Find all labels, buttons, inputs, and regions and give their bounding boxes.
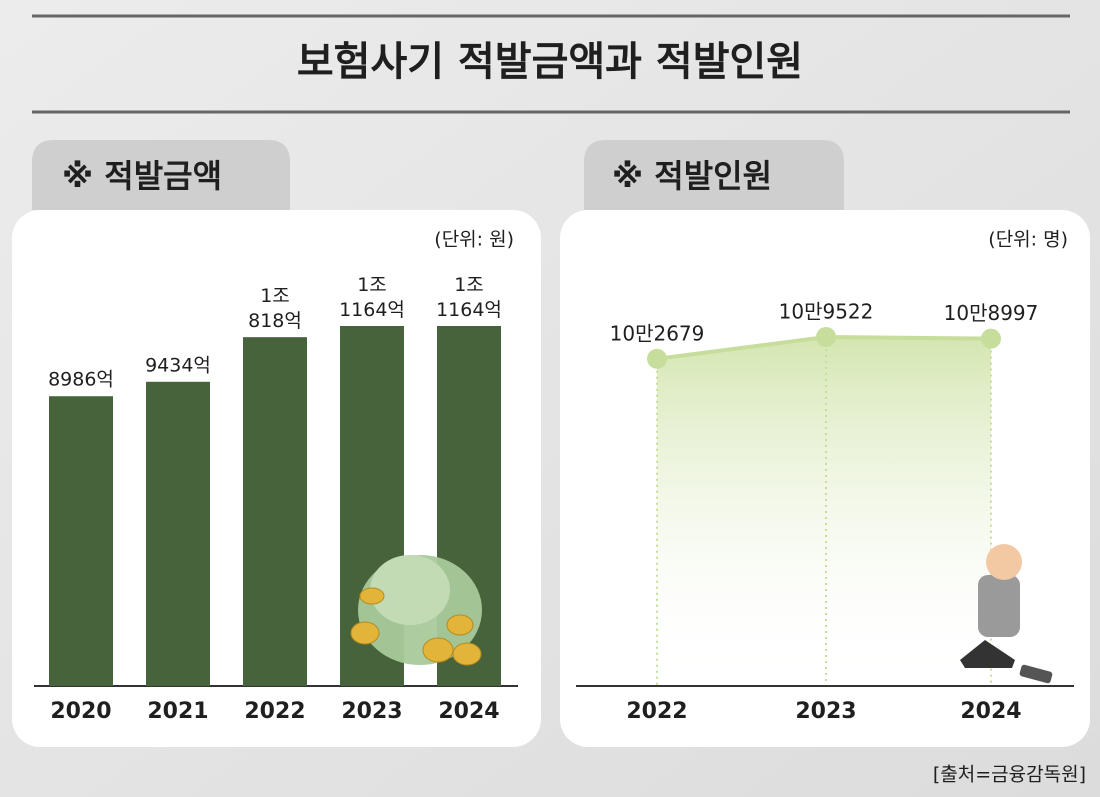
x-tick-label: 2022 xyxy=(244,699,305,724)
value-label: 10만9522 xyxy=(779,300,874,324)
unit-note: (단위: 명) xyxy=(988,229,1068,251)
bar xyxy=(146,381,210,686)
value-label: 10만8997 xyxy=(944,301,1039,325)
point xyxy=(981,328,1001,349)
point xyxy=(647,348,667,369)
person-illustration xyxy=(960,544,1053,684)
value-label: 9434억 xyxy=(145,354,211,376)
source: [출처=금융감독원] xyxy=(933,764,1086,786)
section-title: ※ 적발인원 xyxy=(612,157,772,195)
value-label: 10만2679 xyxy=(610,321,705,345)
bar xyxy=(49,396,113,686)
x-tick-label: 2023 xyxy=(341,699,402,724)
tab xyxy=(32,140,290,210)
section-title: ※ 적발금액 xyxy=(62,157,222,195)
x-tick-label: 2024 xyxy=(960,699,1021,724)
x-tick-label: 2022 xyxy=(626,699,687,724)
money-illustration xyxy=(350,555,482,666)
point xyxy=(816,327,836,347)
value-label: 1조 1164억 xyxy=(436,274,502,321)
charts: 8986억 2020 9434억 2021 1조 818억 2022 1조 1164억 2023 1… xyxy=(34,274,1074,724)
page-title: 보험사기 적발금액과 적발인원 xyxy=(297,39,803,85)
x-tick-label: 2021 xyxy=(147,699,208,724)
area xyxy=(657,337,991,686)
bar xyxy=(243,337,307,686)
x-tick-label: 2024 xyxy=(438,699,499,724)
tab xyxy=(584,140,844,210)
x-tick-label: 2020 xyxy=(50,699,111,724)
value-label: 1조 818억 xyxy=(248,285,302,332)
unit-note: (단위: 원) xyxy=(434,229,514,251)
value-label: 8986억 xyxy=(48,369,114,391)
value-label: 1조 1164억 xyxy=(339,274,405,321)
x-tick-label: 2023 xyxy=(795,699,856,724)
